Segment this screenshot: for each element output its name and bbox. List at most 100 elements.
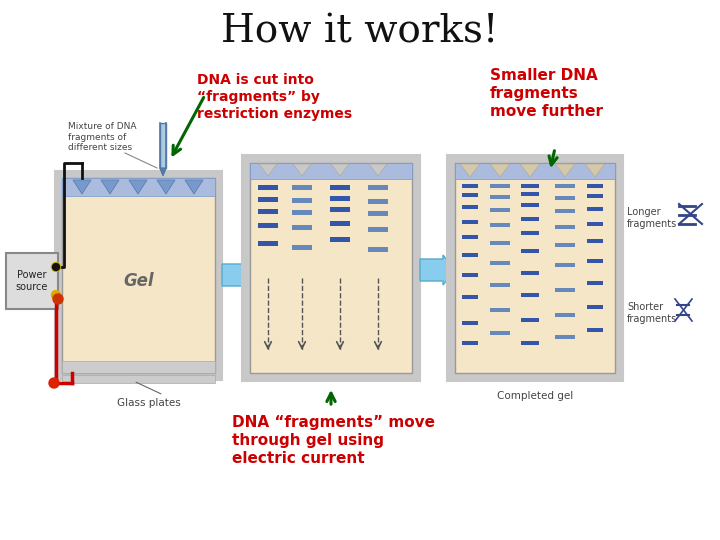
- Bar: [447, 155, 623, 381]
- Polygon shape: [185, 180, 203, 194]
- Polygon shape: [101, 180, 119, 194]
- Bar: [521, 271, 539, 275]
- Bar: [462, 220, 478, 224]
- Bar: [490, 331, 510, 335]
- Text: Smaller DNA: Smaller DNA: [490, 68, 598, 83]
- Bar: [587, 207, 603, 211]
- Text: Mixture of DNA
fragments of
different sizes: Mixture of DNA fragments of different si…: [68, 122, 137, 152]
- Bar: [368, 185, 388, 190]
- Bar: [521, 293, 539, 297]
- Circle shape: [52, 262, 60, 272]
- Text: “fragments” by: “fragments” by: [197, 90, 320, 104]
- Text: Power
source: Power source: [16, 270, 48, 292]
- Bar: [490, 308, 510, 312]
- Bar: [368, 211, 388, 215]
- Bar: [490, 184, 510, 188]
- Bar: [55, 171, 222, 380]
- Bar: [368, 227, 388, 232]
- Polygon shape: [293, 164, 311, 176]
- FancyBboxPatch shape: [6, 253, 58, 309]
- Text: How it works!: How it works!: [221, 14, 499, 51]
- Bar: [160, 123, 166, 168]
- Bar: [587, 305, 603, 309]
- Bar: [62, 178, 215, 373]
- Bar: [490, 208, 510, 212]
- Circle shape: [49, 378, 59, 388]
- Bar: [258, 223, 278, 227]
- Bar: [258, 209, 278, 213]
- Bar: [490, 261, 510, 265]
- Bar: [521, 192, 539, 196]
- Polygon shape: [129, 180, 147, 194]
- Bar: [330, 207, 350, 212]
- Bar: [555, 335, 575, 339]
- Bar: [368, 199, 388, 204]
- Bar: [462, 273, 478, 277]
- Text: Completed gel: Completed gel: [497, 391, 573, 401]
- Bar: [521, 318, 539, 322]
- Bar: [555, 209, 575, 213]
- Bar: [521, 203, 539, 207]
- Bar: [555, 196, 575, 200]
- Bar: [258, 197, 278, 201]
- Circle shape: [53, 264, 60, 271]
- Bar: [587, 239, 603, 243]
- Bar: [555, 184, 575, 188]
- Polygon shape: [520, 164, 540, 177]
- Bar: [521, 231, 539, 235]
- Bar: [490, 241, 510, 245]
- Bar: [490, 223, 510, 227]
- Bar: [462, 193, 478, 197]
- Bar: [462, 295, 478, 299]
- Bar: [250, 163, 412, 179]
- Bar: [490, 283, 510, 287]
- Bar: [62, 375, 215, 383]
- FancyArrow shape: [222, 260, 257, 290]
- Bar: [292, 210, 312, 214]
- Bar: [330, 221, 350, 226]
- Bar: [587, 281, 603, 285]
- Bar: [521, 217, 539, 221]
- Bar: [462, 205, 478, 209]
- Bar: [62, 361, 215, 373]
- Bar: [587, 259, 603, 263]
- Bar: [462, 341, 478, 345]
- Polygon shape: [259, 164, 277, 176]
- Text: through gel using: through gel using: [232, 433, 384, 448]
- Polygon shape: [460, 164, 480, 177]
- Polygon shape: [490, 164, 510, 177]
- Circle shape: [52, 291, 60, 300]
- Bar: [555, 288, 575, 292]
- Polygon shape: [73, 180, 91, 194]
- FancyArrow shape: [420, 255, 455, 285]
- Polygon shape: [157, 180, 175, 194]
- Bar: [292, 225, 312, 229]
- Bar: [330, 196, 350, 200]
- Bar: [490, 195, 510, 199]
- Bar: [555, 225, 575, 229]
- Circle shape: [53, 294, 63, 304]
- Bar: [62, 178, 215, 196]
- Text: Shorter
fragments: Shorter fragments: [627, 302, 678, 324]
- Text: fragments: fragments: [490, 86, 579, 101]
- Bar: [455, 163, 615, 373]
- Bar: [330, 237, 350, 241]
- Polygon shape: [160, 168, 166, 176]
- Bar: [555, 243, 575, 247]
- Bar: [462, 235, 478, 239]
- Bar: [587, 194, 603, 198]
- Text: DNA “fragments” move: DNA “fragments” move: [232, 415, 435, 430]
- Polygon shape: [331, 164, 349, 176]
- Bar: [242, 155, 420, 381]
- Bar: [330, 185, 350, 190]
- Bar: [587, 328, 603, 332]
- Text: Glass plates: Glass plates: [117, 398, 181, 408]
- Bar: [521, 184, 539, 188]
- Polygon shape: [555, 164, 575, 177]
- Bar: [368, 247, 388, 252]
- Bar: [587, 222, 603, 226]
- Bar: [521, 249, 539, 253]
- Bar: [462, 184, 478, 188]
- Text: electric current: electric current: [232, 451, 364, 466]
- Bar: [258, 185, 278, 190]
